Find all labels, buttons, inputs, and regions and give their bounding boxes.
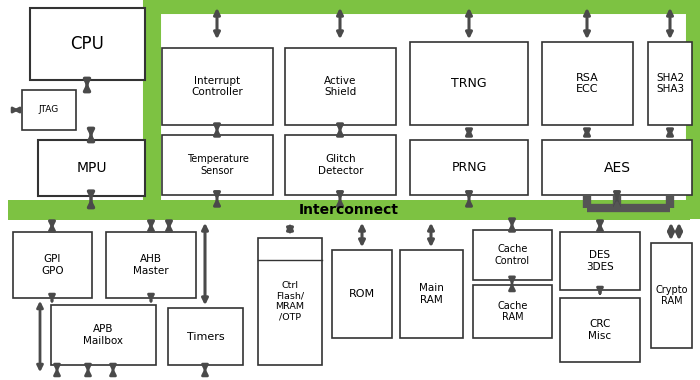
Bar <box>285 48 396 125</box>
Text: MPU: MPU <box>76 161 106 175</box>
Bar <box>651 243 692 348</box>
Bar <box>285 135 396 195</box>
Text: CRC
Misc: CRC Misc <box>589 319 612 341</box>
Bar <box>162 135 273 195</box>
Bar <box>13 232 92 298</box>
Bar <box>158 10 688 202</box>
Bar <box>168 308 243 365</box>
Bar <box>38 140 145 196</box>
Text: Interrupt
Controller: Interrupt Controller <box>192 76 244 97</box>
Text: Active
Shield: Active Shield <box>324 76 357 97</box>
Bar <box>152 5 695 210</box>
Bar <box>22 90 76 130</box>
Text: AES: AES <box>603 160 631 174</box>
Bar <box>162 48 273 125</box>
Text: TRNG: TRNG <box>452 77 486 90</box>
Text: Cache
RAM: Cache RAM <box>497 301 528 322</box>
Bar <box>560 232 640 290</box>
Text: Glitch
Detector: Glitch Detector <box>318 154 363 176</box>
Bar <box>258 238 322 365</box>
Text: Timers: Timers <box>187 331 224 342</box>
Bar <box>560 298 640 362</box>
Bar <box>30 8 145 80</box>
Text: CPU: CPU <box>71 35 104 53</box>
Text: AHB
Master: AHB Master <box>133 254 169 276</box>
Bar <box>8 200 690 220</box>
Text: DES
3DES: DES 3DES <box>586 250 614 272</box>
Bar <box>648 42 692 125</box>
Bar <box>400 250 463 338</box>
Bar <box>542 42 633 125</box>
Bar <box>473 230 552 280</box>
Text: Ctrl
Flash/
MRAM
/OTP: Ctrl Flash/ MRAM /OTP <box>276 282 304 321</box>
Bar <box>542 140 692 195</box>
Bar <box>410 42 528 125</box>
Text: RSA
ECC: RSA ECC <box>576 73 599 94</box>
Text: PRNG: PRNG <box>452 161 486 174</box>
Bar <box>51 305 156 365</box>
Text: Crypto
RAM: Crypto RAM <box>655 285 687 306</box>
Text: ROM: ROM <box>349 289 375 299</box>
Text: Cache
Control: Cache Control <box>495 244 530 266</box>
Text: APB
Mailbox: APB Mailbox <box>83 324 123 346</box>
Text: GPI
GPO: GPI GPO <box>41 254 64 276</box>
Text: Temperature
Sensor: Temperature Sensor <box>187 154 248 176</box>
Bar <box>106 232 196 298</box>
Bar <box>473 285 552 338</box>
Text: Main
RAM: Main RAM <box>419 283 444 305</box>
Bar <box>332 250 392 338</box>
Bar <box>410 140 528 195</box>
Text: Interconnect: Interconnect <box>299 203 399 217</box>
Text: SHA2
SHA3: SHA2 SHA3 <box>656 73 684 94</box>
Text: JTAG: JTAG <box>39 106 59 114</box>
